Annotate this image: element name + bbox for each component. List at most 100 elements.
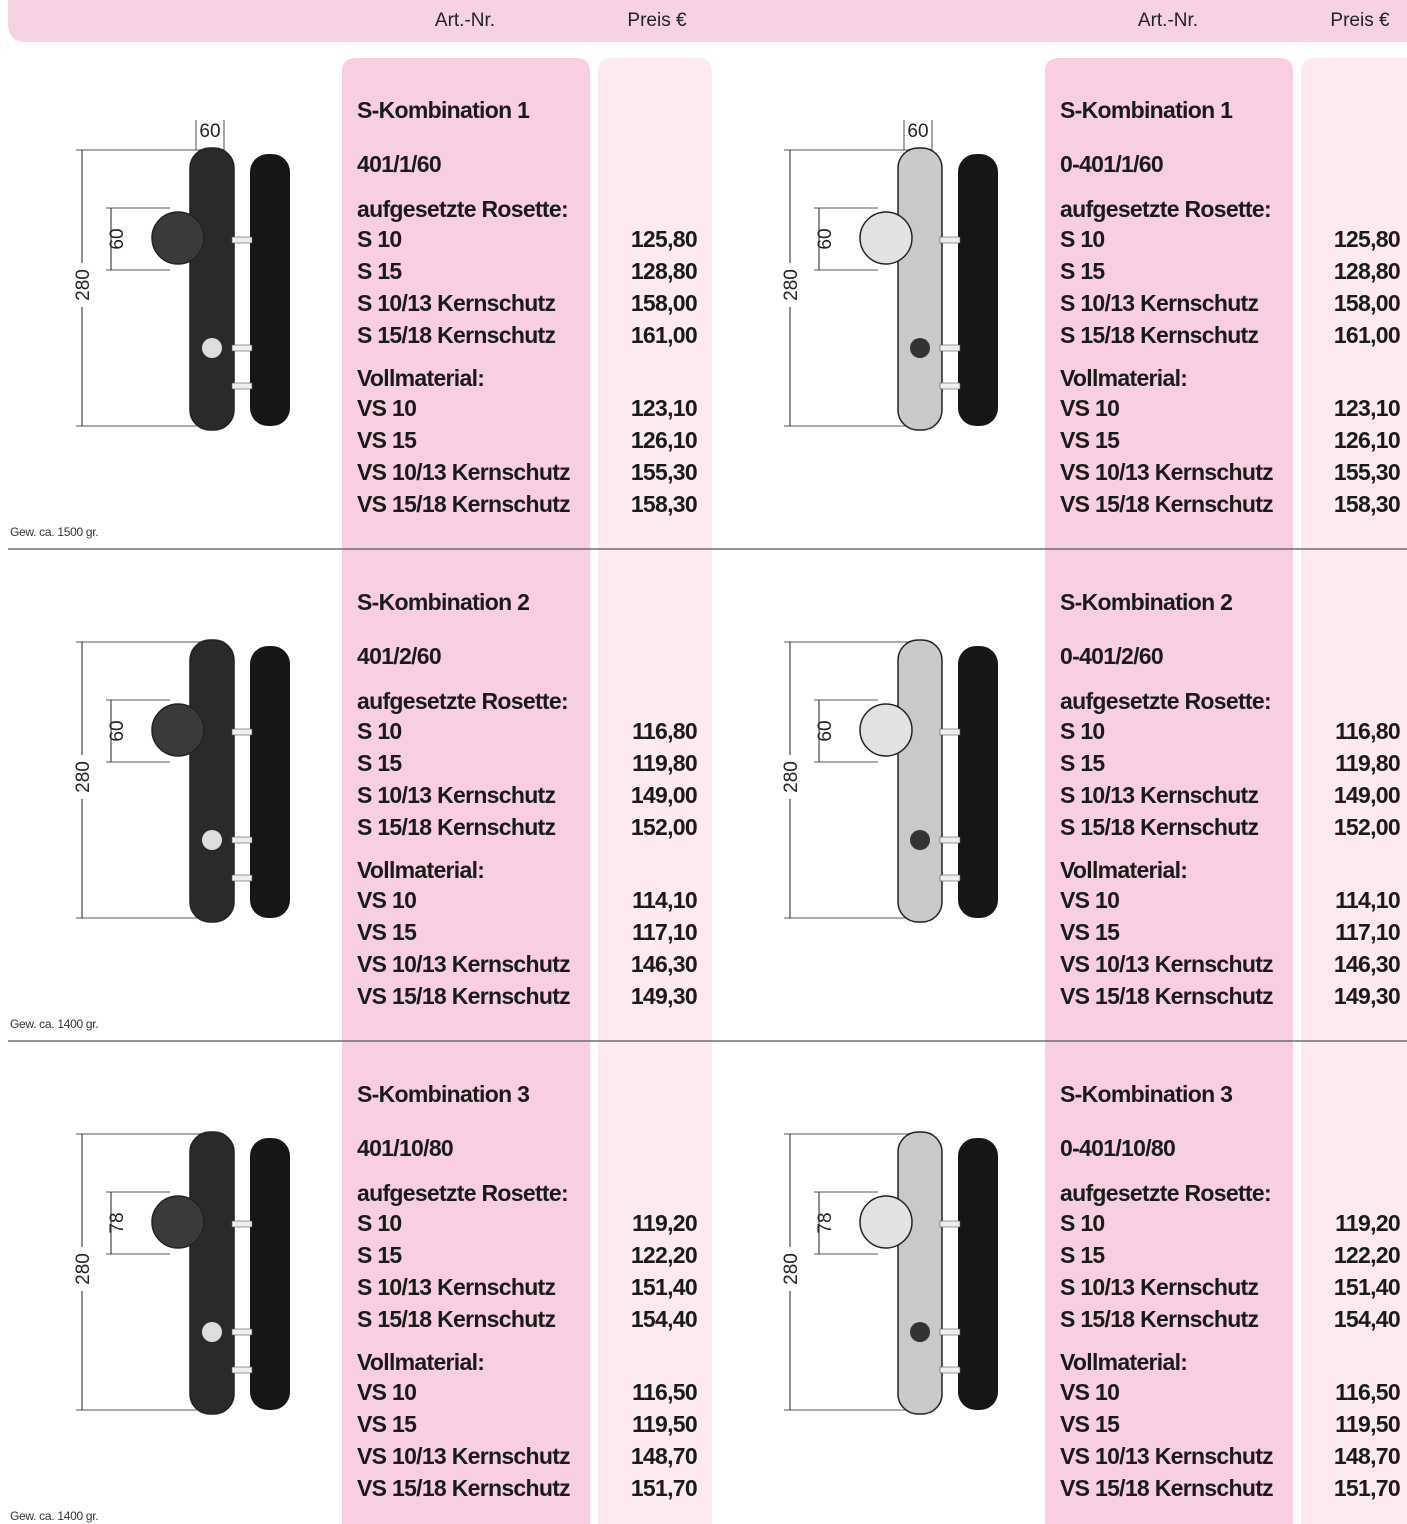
variant-name: VS 15: [357, 427, 417, 453]
variant-name: VS 10: [1060, 887, 1119, 913]
back-plate: [958, 646, 998, 918]
variant-name: S 15/18 Kernschutz: [1060, 814, 1259, 840]
variant-price: 114,10: [1335, 887, 1400, 913]
keyhole: [910, 830, 930, 850]
product-title: S-Kombination 3: [357, 1081, 529, 1107]
variant-price: 161,00: [631, 322, 697, 348]
spindle: [939, 1366, 961, 1374]
product-title: S-Kombination 1: [357, 97, 530, 123]
variant-price: 158,30: [631, 491, 697, 517]
front-plate: [189, 1131, 235, 1415]
variant-price: 126,10: [1334, 427, 1400, 453]
knob: [859, 1195, 913, 1249]
product-title: S-Kombination 2: [357, 589, 529, 615]
header-price: Preis €: [1330, 10, 1390, 31]
article-column: [342, 58, 590, 1524]
product-title: S-Kombination 1: [1060, 97, 1233, 123]
group-label: aufgesetzte Rosette:: [357, 1180, 568, 1206]
spindle: [231, 836, 253, 844]
price-column: [1301, 58, 1407, 1524]
variant-name: S 10: [357, 226, 402, 252]
article-number: 401/1/60: [357, 151, 441, 177]
spindle: [231, 1220, 253, 1228]
variant-price: 149,00: [631, 782, 697, 808]
keyhole: [202, 1322, 222, 1342]
product-title: S-Kombination 2: [1060, 589, 1232, 615]
variant-name: S 10/13 Kernschutz: [1060, 782, 1259, 808]
variant-name: VS 10: [1060, 1379, 1119, 1405]
spindle: [939, 836, 961, 844]
variant-price: 146,30: [1334, 951, 1400, 977]
dimension-label: 280: [781, 761, 802, 793]
variant-name: VS 10/13 Kernschutz: [1060, 1443, 1273, 1469]
knob: [151, 211, 205, 265]
weight-note: Gew. ca. 1400 gr.: [10, 1017, 98, 1031]
variant-name: VS 15/18 Kernschutz: [1060, 491, 1273, 517]
variant-price: 151,40: [1334, 1274, 1400, 1300]
back-plate: [958, 154, 998, 426]
dimension-label: 280: [73, 269, 94, 301]
variant-name: S 15/18 Kernschutz: [1060, 1306, 1259, 1332]
spindle: [231, 236, 253, 244]
variant-name: VS 10: [357, 395, 416, 421]
variant-name: VS 10/13 Kernschutz: [357, 951, 570, 977]
back-plate: [958, 1138, 998, 1410]
knob: [151, 1195, 205, 1249]
group-label: aufgesetzte Rosette:: [1060, 196, 1271, 222]
spindle: [231, 728, 253, 736]
variant-name: VS 15/18 Kernschutz: [1060, 1475, 1273, 1501]
variant-price: 122,20: [631, 1242, 697, 1268]
dimension-label-bg: [75, 755, 91, 799]
variant-price: 151,70: [1334, 1475, 1400, 1501]
variant-price: 154,40: [631, 1306, 697, 1332]
variant-name: S 10/13 Kernschutz: [1060, 1274, 1259, 1300]
group-label: aufgesetzte Rosette:: [357, 196, 568, 222]
variant-name: VS 10: [357, 887, 416, 913]
variant-price: 116,80: [632, 718, 697, 744]
dimension-label-bg: [783, 755, 799, 799]
variant-price: 114,10: [632, 887, 697, 913]
dimension-label: 60: [815, 720, 836, 741]
variant-price: 119,50: [1335, 1411, 1400, 1437]
front-plate: [897, 147, 943, 431]
variant-name: S 15/18 Kernschutz: [357, 1306, 556, 1332]
variant-name: VS 10/13 Kernschutz: [357, 1443, 570, 1469]
dimension-label: 60: [815, 228, 836, 249]
article-number: 401/2/60: [357, 643, 441, 669]
group-label: Vollmaterial:: [1060, 857, 1187, 883]
spindle: [939, 1220, 961, 1228]
dimension-label: 78: [815, 1212, 836, 1233]
back-plate: [250, 154, 290, 426]
article-number: 0-401/10/80: [1060, 1135, 1175, 1161]
variant-price: 158,30: [1334, 491, 1400, 517]
variant-price: 146,30: [631, 951, 697, 977]
dimension-label: 60: [107, 228, 128, 249]
variant-price: 123,10: [631, 395, 697, 421]
front-plate: [189, 147, 235, 431]
variant-name: S 10: [357, 1210, 402, 1236]
variant-price: 117,10: [1335, 919, 1400, 945]
weight-note: Gew. ca. 1500 gr.: [10, 525, 98, 539]
variant-price: 123,10: [1334, 395, 1400, 421]
dimension-label-bg: [75, 263, 91, 307]
dimension-label-bg: [783, 1247, 799, 1291]
knob: [151, 703, 205, 757]
variant-price: 122,20: [1334, 1242, 1400, 1268]
variant-name: S 15: [357, 750, 402, 776]
dimension-label: 280: [73, 761, 94, 793]
variant-price: 158,00: [1334, 290, 1400, 316]
variant-price: 148,70: [1334, 1443, 1400, 1469]
group-label: aufgesetzte Rosette:: [1060, 1180, 1271, 1206]
variant-price: 148,70: [631, 1443, 697, 1469]
variant-name: VS 15/18 Kernschutz: [357, 1475, 570, 1501]
variant-name: S 10/13 Kernschutz: [357, 290, 556, 316]
variant-price: 116,80: [1335, 718, 1400, 744]
spindle: [231, 1366, 253, 1374]
spindle: [939, 344, 961, 352]
spindle: [231, 874, 253, 882]
front-plate: [897, 1131, 943, 1415]
variant-name: S 10/13 Kernschutz: [357, 782, 556, 808]
variant-price: 117,10: [632, 919, 697, 945]
